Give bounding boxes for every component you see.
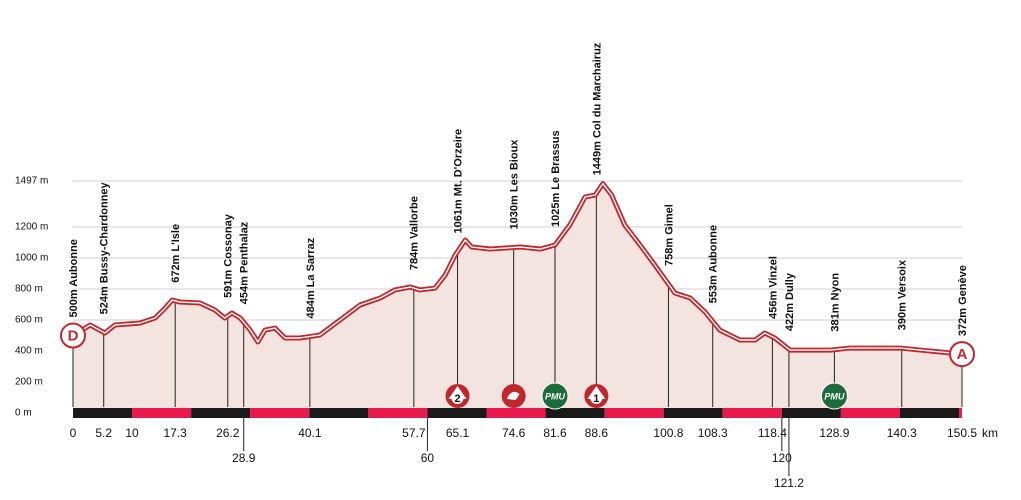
x-tick-label: 40.1 (298, 426, 322, 440)
y-tick-label: 0 m (15, 408, 32, 419)
km-band (73, 408, 133, 418)
km-band (191, 408, 251, 418)
finish-label (949, 341, 975, 368)
waypoint-label: 758m Gimel (663, 204, 675, 266)
x-tick-label: 81.6 (543, 426, 567, 440)
km-band (250, 408, 310, 418)
x-tick-label: 28.9 (232, 451, 256, 465)
x-tick-label: 17.3 (164, 426, 188, 440)
waypoint-label: 553m Aubonne (708, 225, 720, 303)
marker-pmu: PMU (541, 382, 569, 410)
waypoint-label: 524m Bussy-Chardonney (99, 181, 111, 314)
km-band (722, 408, 782, 418)
x-tick-label: 100.8 (653, 426, 683, 440)
profile-line-highlight (72, 182, 963, 355)
y-tick-label: 600 m (15, 315, 43, 326)
y-tick-label: 400 m (15, 346, 43, 357)
y-tick-label: 1000 m (15, 253, 48, 264)
profile-area (73, 183, 962, 408)
x-tick-label: 5.2 (95, 426, 112, 440)
x-tick-label: 57.7 (402, 426, 426, 440)
km-band (663, 408, 723, 418)
waypoint-label: 456m Vinzel (767, 256, 779, 319)
km-band (604, 408, 664, 418)
waypoint-label: 784m Vallorbe (409, 196, 421, 270)
km-band (545, 408, 605, 418)
waypoint-label: 390m Versoix (897, 259, 909, 330)
marker-inner (590, 392, 603, 404)
x-tick-label: 88.6 (585, 426, 609, 440)
x-tick-label: 26.2 (216, 426, 240, 440)
waypoint-label: 1030m Les Bioux (509, 139, 521, 230)
km-band (899, 408, 960, 418)
start-label (60, 322, 86, 349)
waypoint-label: 1449m Col du Marchairuz (591, 42, 603, 175)
km-band (781, 408, 841, 418)
x-unit: km (982, 426, 998, 440)
x-tick-label: 128.9 (819, 426, 849, 440)
y-tick-label: 200 m (15, 377, 43, 388)
marker-pmu: PMU (820, 382, 848, 410)
km-band (427, 408, 487, 418)
marker-label: PMU (824, 391, 845, 401)
y-tick-label: 1497 m (15, 176, 48, 187)
start-label-text: D (68, 327, 79, 344)
marker-inner (451, 392, 464, 404)
y-tick-label: 1200 m (15, 222, 48, 233)
x-tick-label: 60 (421, 451, 435, 465)
marker-label: 2 (454, 393, 460, 405)
marker-sprint (501, 384, 526, 408)
x-tick-label: 10 (125, 426, 139, 440)
km-band (309, 408, 369, 418)
finish-label-text: A (957, 346, 968, 363)
waypoint-label: 1025m Le Brassus (550, 130, 562, 227)
marker-icon (506, 391, 520, 400)
waypoint-label: 454m Penthalaz (239, 221, 251, 304)
x-tick-label: 140.3 (887, 426, 917, 440)
waypoint-label: 591m Cossonay (223, 213, 235, 298)
km-band (959, 408, 962, 418)
km-band (132, 408, 192, 418)
waypoint-label: 672m L'Isle (170, 224, 182, 283)
km-band (368, 408, 428, 418)
x-tick-label: 0 (70, 426, 77, 440)
waypoint-label: 484m La Sarraz (305, 237, 317, 318)
x-tick-label: 108.3 (698, 426, 728, 440)
waypoint-label: 372m Genève (957, 265, 969, 336)
waypoint-label: 500m Aubonne (68, 239, 80, 317)
marker-label: 1 (593, 393, 599, 405)
marker-label: PMU (545, 391, 566, 401)
y-tick-label: 800 m (15, 284, 43, 295)
x-tick-label: 118.4 (758, 426, 787, 440)
x-tick-label: 121.2 (774, 476, 804, 490)
waypoint-label: 422m Dully (784, 272, 796, 331)
marker-climb: 2 (445, 384, 470, 408)
marker-bg (820, 382, 848, 410)
marker-climb: 1 (584, 384, 609, 408)
waypoint-label: 381m Nyon (829, 273, 841, 332)
x-tick-label: 74.6 (502, 426, 526, 440)
km-band (486, 408, 546, 418)
marker-bg (541, 382, 569, 410)
x-tick-label: 65.1 (446, 426, 470, 440)
x-tick-label: 150.5 (947, 426, 977, 440)
km-band (840, 408, 900, 418)
x-tick-label: 120 (772, 451, 792, 465)
waypoint-label: 1061m Mt. D'Orzeire (452, 129, 464, 234)
